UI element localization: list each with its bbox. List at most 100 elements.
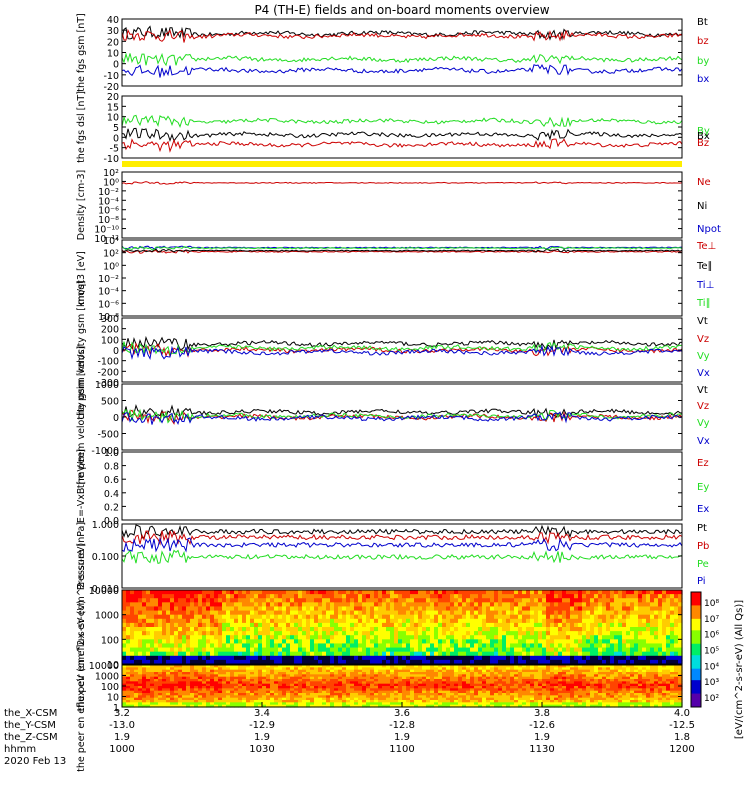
- heatmap-cell: [398, 686, 403, 689]
- ylabel: E=-VxB [mV/m]: [76, 449, 87, 523]
- ytick-label: 0: [113, 413, 119, 424]
- heatmap-cell: [494, 681, 499, 685]
- heatmap-cell: [334, 598, 339, 603]
- heatmap-cell: [430, 594, 435, 599]
- heatmap-cell: [350, 665, 355, 668]
- heatmap-cell: [358, 594, 363, 599]
- heatmap-cell: [150, 690, 155, 694]
- heatmap-cell: [586, 676, 591, 680]
- heatmap-cell: [354, 702, 359, 706]
- heatmap-cell: [210, 665, 215, 668]
- heatmap-cell: [586, 635, 591, 640]
- heatmap-cell: [542, 618, 547, 624]
- heatmap-cell: [178, 635, 183, 640]
- heatmap-cell: [606, 704, 611, 708]
- heatmap-cell: [378, 665, 383, 668]
- heatmap-cell: [150, 679, 155, 682]
- heatmap-cell: [182, 590, 187, 595]
- heatmap-cell: [238, 598, 243, 603]
- ylabel: the fgs dsl [nT]: [76, 91, 87, 163]
- heatmap-cell: [394, 681, 399, 685]
- heatmap-cell: [662, 647, 667, 653]
- heatmap-cell: [174, 647, 179, 653]
- heatmap-cell: [158, 669, 163, 673]
- heatmap-cell: [498, 704, 503, 708]
- heatmap-cell: [254, 704, 259, 708]
- heatmap-cell: [370, 643, 375, 649]
- heatmap-cell: [462, 683, 467, 687]
- heatmap-cell: [650, 651, 655, 657]
- panel-frame: [121, 451, 683, 521]
- heatmap-cell: [458, 647, 463, 653]
- heatmap-cell: [402, 598, 407, 603]
- heatmap-cell: [666, 627, 671, 632]
- heatmap-cell: [442, 651, 447, 657]
- heatmap-cell: [402, 622, 407, 628]
- heatmap-cell: [518, 622, 523, 628]
- heatmap-cell: [234, 643, 239, 649]
- heatmap-cell: [230, 606, 235, 612]
- heatmap-cell: [182, 676, 187, 680]
- heatmap-cell: [222, 676, 227, 680]
- heatmap-cell: [174, 643, 179, 649]
- heatmap-cell: [386, 655, 391, 661]
- heatmap-cell: [198, 704, 203, 708]
- heatmap-cell: [506, 679, 511, 682]
- heatmap-cell: [302, 688, 307, 692]
- heatmap-cell: [442, 631, 447, 636]
- heatmap-cell: [302, 700, 307, 703]
- heatmap-cell: [162, 688, 167, 692]
- heatmap-cell: [246, 665, 251, 668]
- ytick-label: 500: [101, 397, 119, 408]
- heatmap-cell: [214, 614, 219, 620]
- heatmap-cell: [458, 686, 463, 689]
- heatmap-cell: [530, 693, 535, 696]
- heatmap-cell: [570, 602, 575, 608]
- heatmap-cell: [450, 622, 455, 628]
- heatmap-cell: [122, 681, 127, 685]
- heatmap-cell: [198, 700, 203, 703]
- heatmap-cell: [374, 614, 379, 620]
- heatmap-cell: [370, 686, 375, 689]
- heatmap-cell: [326, 594, 331, 599]
- heatmap-cell: [414, 686, 419, 689]
- legend-Vy: Vy: [697, 351, 710, 362]
- heatmap-cell: [434, 704, 439, 708]
- heatmap-cell: [442, 614, 447, 620]
- heatmap-cell: [278, 659, 283, 665]
- heatmap-cell: [546, 688, 551, 692]
- heatmap-cell: [610, 676, 615, 680]
- heatmap-cell: [142, 697, 147, 701]
- heatmap-cell: [146, 665, 151, 668]
- heatmap-cell: [282, 647, 287, 653]
- heatmap-cell: [250, 681, 255, 685]
- heatmap-cell: [266, 686, 271, 689]
- heatmap-cell: [410, 647, 415, 653]
- heatmap-cell: [278, 672, 283, 675]
- heatmap-cell: [622, 643, 627, 649]
- heatmap-cell: [406, 594, 411, 599]
- heatmap-cell: [254, 651, 259, 657]
- heatmap-cell: [270, 635, 275, 640]
- heatmap-cell: [290, 627, 295, 632]
- heatmap-cell: [582, 594, 587, 599]
- heatmap-cell: [386, 679, 391, 682]
- heatmap-cell: [414, 683, 419, 687]
- heatmap-cell: [514, 681, 519, 685]
- heatmap-cell: [514, 672, 519, 675]
- heatmap-cell: [602, 665, 607, 668]
- heatmap-cell: [146, 693, 151, 696]
- heatmap-cell: [250, 635, 255, 640]
- heatmap-cell: [198, 688, 203, 692]
- heatmap-cell: [366, 610, 371, 616]
- legend-Pt: Pt: [697, 523, 707, 534]
- heatmap-cell: [410, 635, 415, 640]
- heatmap-cell: [586, 598, 591, 603]
- heatmap-cell: [354, 635, 359, 640]
- heatmap-cell: [282, 697, 287, 701]
- heatmap-cell: [434, 702, 439, 706]
- heatmap-cell: [474, 681, 479, 685]
- heatmap-cell: [414, 614, 419, 620]
- heatmap-cell: [350, 598, 355, 603]
- heatmap-cell: [330, 655, 335, 661]
